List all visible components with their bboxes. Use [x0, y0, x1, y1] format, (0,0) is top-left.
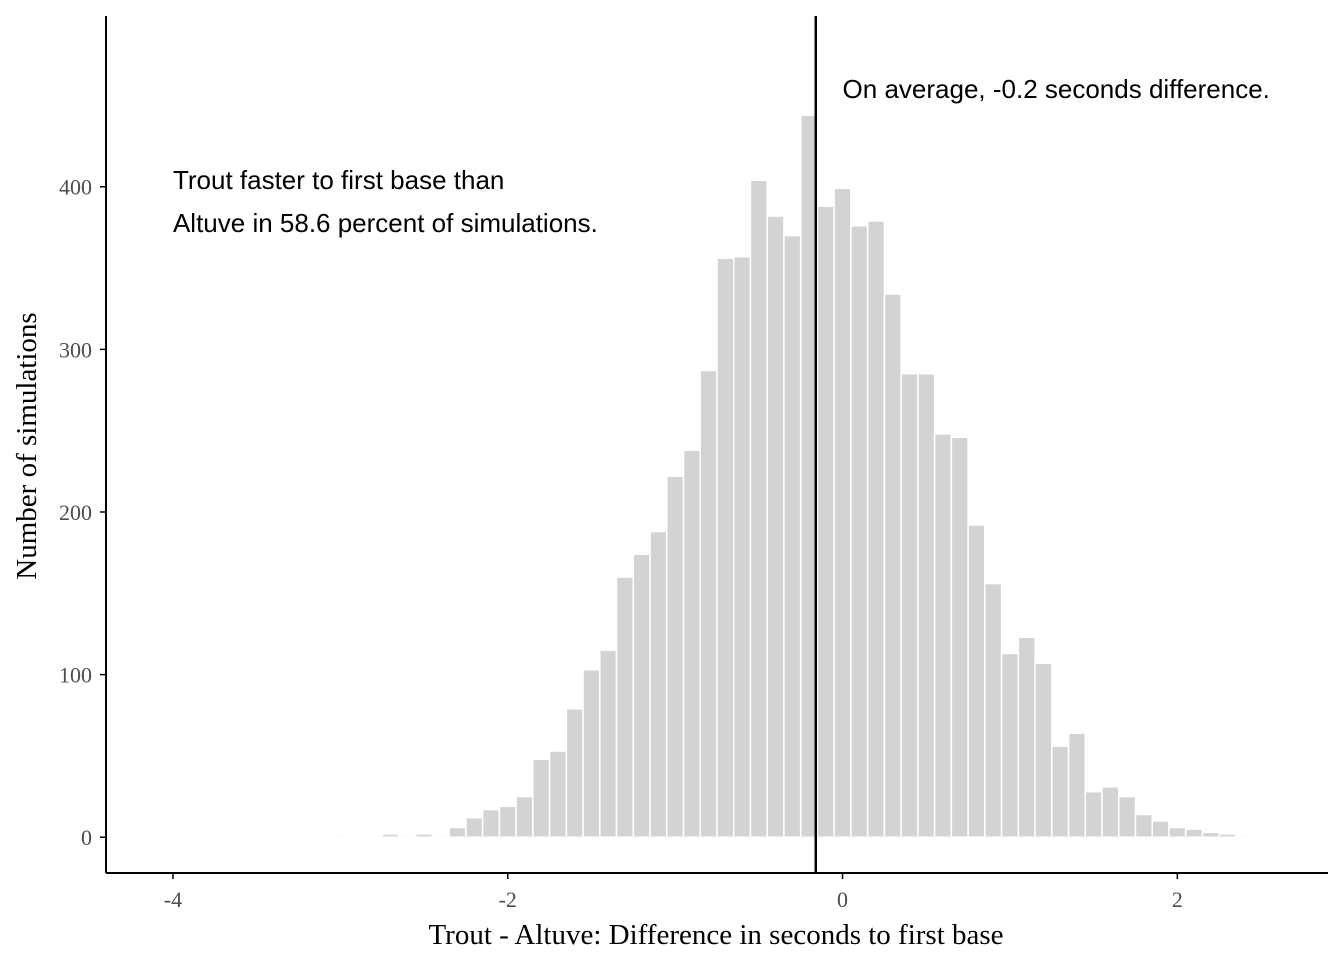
x-tick-label: 0 — [837, 887, 848, 912]
histogram-bar — [917, 373, 936, 838]
histogram-bar — [950, 436, 969, 838]
y-tick-label: 100 — [59, 663, 92, 688]
histogram-bar — [1118, 795, 1137, 838]
y-axis-title: Number of simulations — [11, 312, 43, 579]
histogram-bar — [984, 582, 1003, 838]
histogram-bar — [515, 795, 534, 838]
histogram-bar — [900, 373, 919, 838]
histogram-bar — [1067, 732, 1087, 838]
x-tick-label: 2 — [1172, 887, 1183, 912]
histogram-bar — [582, 668, 601, 838]
histogram-bar — [532, 758, 551, 838]
histogram-bar — [1034, 662, 1053, 838]
histogram-bar — [967, 524, 986, 838]
annotation-line: Altuve in 58.6 percent of simulations. — [173, 208, 598, 238]
annotation-text: Trout faster to first base than Altuve in… — [173, 165, 598, 238]
histogram-bar — [414, 833, 434, 838]
histogram-bar — [381, 833, 400, 838]
histogram-bar — [1218, 833, 1237, 838]
histogram-bar — [749, 179, 768, 838]
histogram-bar — [783, 234, 802, 838]
histogram-bar — [1051, 745, 1070, 838]
histogram-bar — [331, 834, 350, 838]
histogram-bar — [1101, 786, 1120, 838]
histogram-bar — [565, 708, 584, 838]
annotation-line: On average, -0.2 seconds difference. — [843, 74, 1270, 104]
histogram-bar — [732, 255, 752, 838]
histogram-bar — [1017, 636, 1036, 838]
histogram-bar — [666, 475, 685, 838]
y-tick-label: 400 — [59, 175, 92, 200]
histogram-bar — [933, 433, 953, 838]
histogram-bar — [448, 826, 467, 838]
axes — [105, 16, 1328, 874]
histogram-bar — [1084, 790, 1103, 838]
histogram-bar — [481, 808, 501, 838]
histogram-bar — [883, 293, 902, 838]
histogram-bar — [398, 834, 417, 838]
ticks: -4 -2 0 2 0 100 200 300 400 — [59, 175, 1183, 912]
histogram-bar — [716, 257, 735, 838]
histogram-bar — [649, 530, 668, 838]
histogram-bar — [766, 215, 785, 838]
histogram-bar — [866, 220, 886, 838]
histogram-bar — [1184, 828, 1204, 838]
histogram-bar — [833, 187, 852, 838]
y-tick-label: 200 — [59, 500, 92, 525]
histogram-bar — [498, 805, 517, 838]
histogram-bar — [599, 649, 618, 838]
annotations: Trout faster to first base than Altuve in… — [173, 74, 1270, 238]
histogram-bar — [850, 225, 869, 838]
y-tick-label: 300 — [59, 337, 92, 362]
x-tick-label: -2 — [499, 887, 517, 912]
histogram-bar — [699, 369, 718, 838]
histogram-bar — [816, 205, 835, 838]
histogram-bar — [1235, 834, 1254, 838]
histogram-bar — [548, 750, 568, 838]
histogram-bar — [1134, 813, 1153, 838]
histogram-bar — [465, 816, 484, 838]
y-tick-label: 0 — [81, 825, 92, 850]
histogram-bar — [1151, 820, 1170, 838]
annotation-text: On average, -0.2 seconds difference. — [843, 74, 1270, 104]
x-axis-title: Trout - Altuve: Difference in seconds to… — [428, 919, 1003, 951]
annotation-line: Trout faster to first base than — [173, 165, 504, 195]
histogram-bars — [331, 114, 1254, 838]
histogram-bar — [1000, 652, 1020, 838]
histogram-bar — [615, 576, 635, 838]
histogram-bar — [682, 449, 702, 838]
histogram-bar — [632, 553, 651, 838]
histogram-bar — [1168, 826, 1187, 838]
histogram-bar — [431, 834, 450, 838]
x-tick-label: -4 — [164, 887, 182, 912]
histogram-bar — [1201, 831, 1220, 838]
